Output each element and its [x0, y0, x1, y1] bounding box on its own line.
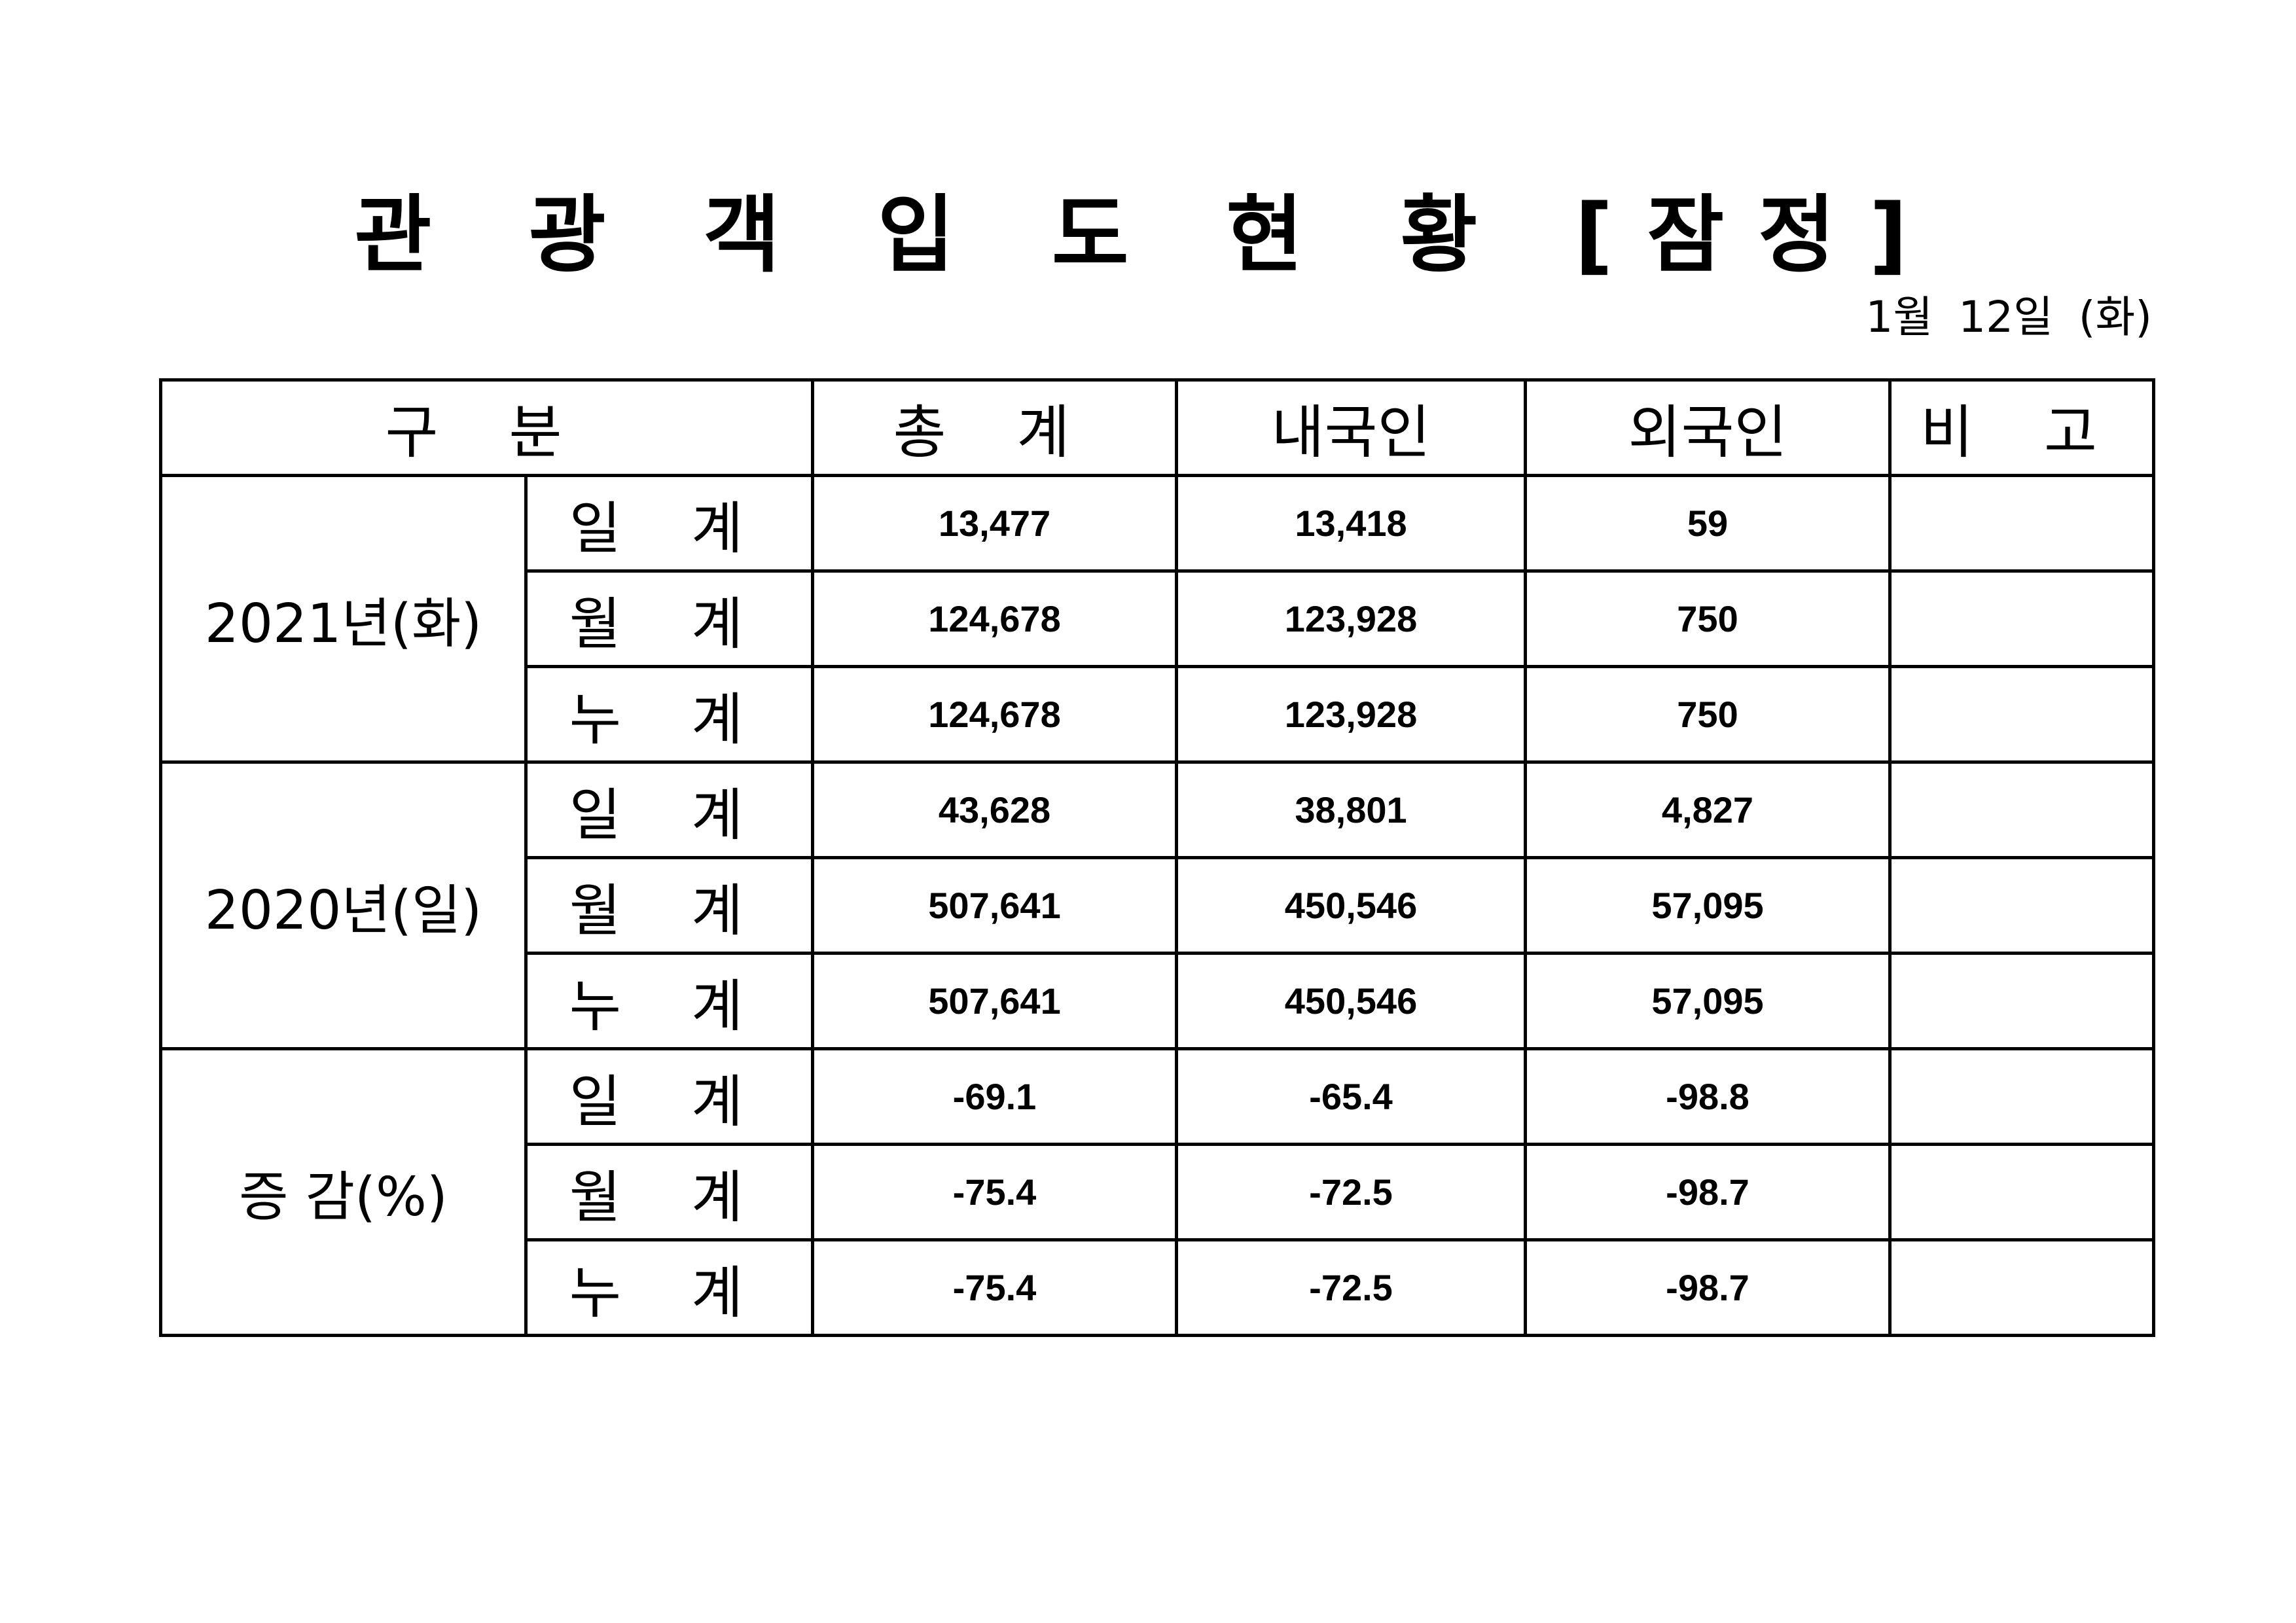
cell-total: 124,678 [811, 569, 1178, 668]
header-category: 구 분 [159, 378, 814, 477]
cell-note [1888, 856, 2155, 955]
cell-total: -75.4 [811, 1143, 1178, 1241]
cell-foreign: 750 [1524, 665, 1892, 764]
cell-note [1888, 569, 2155, 668]
header-note: 비 고 [1888, 378, 2155, 477]
cell-domestic: 450,546 [1175, 952, 1527, 1050]
cell-note [1888, 1047, 2155, 1146]
page-title: 관 광 객 입 도 현 황 [잠정] [354, 187, 1942, 284]
cell-total: -75.4 [811, 1238, 1178, 1337]
cell-total: 13,477 [811, 474, 1178, 573]
cell-note [1888, 1143, 2155, 1241]
table-row: 월 계 -75.4 -72.5 -98.7 [161, 1143, 2155, 1241]
cell-total: 507,641 [811, 856, 1178, 955]
group-label: 증 감(%) [159, 1047, 528, 1337]
group-label: 2020년(일) [159, 760, 528, 1050]
row-type: 누 계 [524, 1238, 814, 1337]
row-type: 일 계 [524, 760, 814, 859]
cell-domestic: 123,928 [1175, 665, 1527, 764]
cell-foreign: 57,095 [1524, 856, 1892, 955]
cell-total: -69.1 [811, 1047, 1178, 1146]
tourist-arrivals-table: 구 분 총 계 내국인 외국인 비 고 2021년(화) 일 계 13,477 13,… [159, 378, 2155, 1337]
cell-total: 43,628 [811, 760, 1178, 859]
cell-foreign: 59 [1524, 474, 1892, 573]
cell-domestic: 38,801 [1175, 760, 1527, 859]
cell-note [1888, 760, 2155, 859]
cell-domestic: 13,418 [1175, 474, 1527, 573]
report-date: 1월 12일 (화) [1865, 292, 2152, 342]
cell-note [1888, 952, 2155, 1050]
cell-domestic: -72.5 [1175, 1143, 1527, 1241]
table-row: 증 감(%) 일 계 -69.1 -65.4 -98.8 [159, 1047, 2155, 1337]
cell-note [1888, 474, 2155, 573]
cell-total: 124,678 [811, 665, 1178, 764]
table-row: 누 계 124,678 123,928 750 [161, 665, 2155, 764]
cell-domestic: -72.5 [1175, 1238, 1527, 1337]
table-row: 월 계 507,641 450,546 57,095 [161, 856, 2155, 955]
header-row: 구 분 총 계 내국인 외국인 비 고 [159, 378, 2155, 477]
header-foreign: 외국인 [1524, 378, 1892, 477]
cell-domestic: 450,546 [1175, 856, 1527, 955]
cell-foreign: 750 [1524, 569, 1892, 668]
header-domestic: 내국인 [1175, 378, 1527, 477]
row-type: 월 계 [524, 1143, 814, 1241]
cell-domestic: -65.4 [1175, 1047, 1527, 1146]
header-total: 총 계 [811, 378, 1178, 477]
row-type: 월 계 [524, 569, 814, 668]
group-label: 2021년(화) [159, 474, 528, 764]
table-row: 2020년(일) 일 계 43,628 38,801 4,827 [159, 760, 2155, 1050]
cell-foreign: 57,095 [1524, 952, 1892, 1050]
table-row: 월 계 124,678 123,928 750 [161, 569, 2155, 668]
row-type: 누 계 [524, 665, 814, 764]
cell-foreign: -98.7 [1524, 1143, 1892, 1241]
table-row: 2021년(화) 일 계 13,477 13,418 59 [159, 474, 2155, 764]
cell-note [1888, 1238, 2155, 1337]
cell-note [1888, 665, 2155, 764]
cell-domestic: 123,928 [1175, 569, 1527, 668]
row-type: 누 계 [524, 952, 814, 1050]
table-row: 누 계 507,641 450,546 57,095 [161, 952, 2155, 1050]
table-row: 누 계 -75.4 -72.5 -98.7 [161, 1238, 2155, 1337]
cell-foreign: 4,827 [1524, 760, 1892, 859]
cell-foreign: -98.8 [1524, 1047, 1892, 1146]
row-type: 일 계 [524, 474, 814, 573]
row-type: 월 계 [524, 856, 814, 955]
row-type: 일 계 [524, 1047, 814, 1146]
cell-total: 507,641 [811, 952, 1178, 1050]
cell-foreign: -98.7 [1524, 1238, 1892, 1337]
